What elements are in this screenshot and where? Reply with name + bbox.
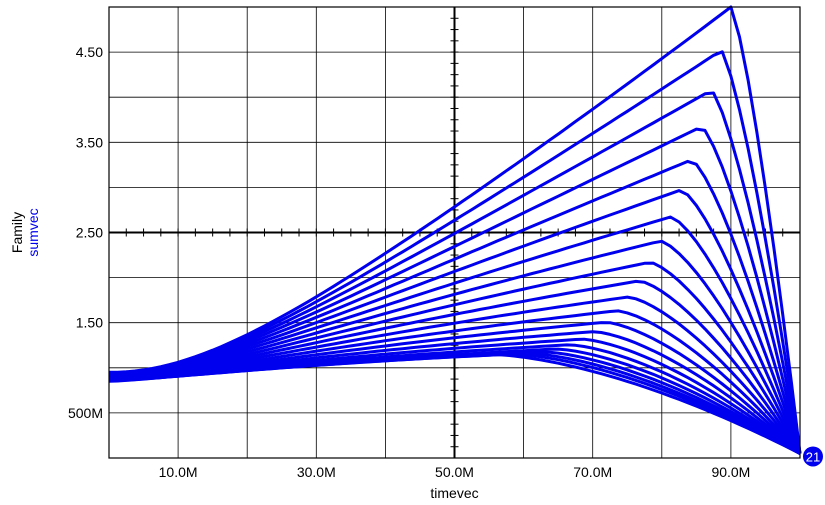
x-tick-label: 90.0M [711, 464, 750, 480]
y-axis-group-title: Family [9, 212, 25, 253]
family-curve [108, 330, 801, 455]
y-axis-series-title: sumvec [25, 208, 41, 256]
family-curve [108, 215, 802, 455]
family-curve [108, 239, 802, 455]
family-curve [108, 189, 802, 454]
y-tick-label: 4.50 [76, 44, 103, 60]
x-tick-label: 70.0M [573, 464, 612, 480]
y-tick-label: 500M [68, 405, 103, 421]
family-curve [108, 321, 802, 455]
curve-count-marker: 21 [803, 446, 823, 467]
family-curve [108, 159, 802, 454]
x-tick-label: 30.0M [297, 464, 336, 480]
curve-count-label: 21 [806, 449, 820, 464]
y-tick-label: 2.50 [76, 225, 103, 241]
family-curve [108, 309, 802, 455]
y-tick-label: 1.50 [76, 315, 103, 331]
curve-count-badge [803, 446, 823, 467]
family-curve [108, 5, 802, 454]
family-curve [108, 279, 802, 455]
family-curve [108, 261, 802, 455]
x-tick-labels: 10.0M 30.0M 50.0M 70.0M 90.0M [159, 464, 751, 480]
x-axis-title: timevec [430, 485, 478, 501]
family-curve [108, 295, 802, 455]
y-tick-label: 3.50 [76, 134, 103, 150]
x-tick-label: 50.0M [435, 464, 474, 480]
y-tick-labels: 500M 1.50 2.50 3.50 4.50 [68, 44, 103, 421]
family-curve [108, 127, 802, 454]
series-group [108, 5, 802, 455]
plot-frame [108, 6, 801, 459]
x-tick-label: 10.0M [159, 464, 198, 480]
